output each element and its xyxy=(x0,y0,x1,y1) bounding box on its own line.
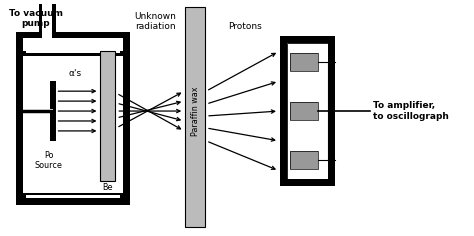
Bar xyxy=(287,43,328,179)
Bar xyxy=(280,179,335,185)
Text: Protons: Protons xyxy=(228,21,262,31)
Bar xyxy=(24,109,53,112)
Bar xyxy=(52,4,55,38)
Bar xyxy=(100,51,115,181)
Bar xyxy=(290,151,318,169)
Text: Paraffin wax: Paraffin wax xyxy=(191,86,200,136)
Bar xyxy=(16,32,23,206)
Bar xyxy=(26,51,120,53)
Bar xyxy=(23,108,53,113)
Bar xyxy=(185,7,205,227)
Bar xyxy=(280,37,287,185)
Bar xyxy=(26,195,120,198)
Bar xyxy=(55,32,130,38)
Bar xyxy=(50,81,55,141)
Bar xyxy=(290,53,318,71)
Bar xyxy=(328,37,335,185)
Bar xyxy=(38,4,42,38)
Bar xyxy=(290,53,318,71)
Text: Po
Source: Po Source xyxy=(35,151,63,170)
Bar xyxy=(100,51,115,181)
Bar xyxy=(123,32,130,206)
Text: Be: Be xyxy=(103,183,113,192)
Bar xyxy=(287,43,328,179)
Bar xyxy=(185,7,205,227)
Bar xyxy=(290,102,318,120)
Text: To vacuum
pump: To vacuum pump xyxy=(9,9,63,28)
Text: α's: α's xyxy=(69,69,82,78)
Text: Unknown
radiation: Unknown radiation xyxy=(134,12,176,31)
Bar xyxy=(290,102,318,120)
Text: To amplifier,
to oscillograph: To amplifier, to oscillograph xyxy=(373,101,448,121)
Bar xyxy=(16,32,38,38)
Bar xyxy=(290,151,318,169)
Bar xyxy=(23,193,123,198)
Bar xyxy=(23,51,123,56)
Bar xyxy=(16,198,130,206)
Bar xyxy=(280,37,335,43)
